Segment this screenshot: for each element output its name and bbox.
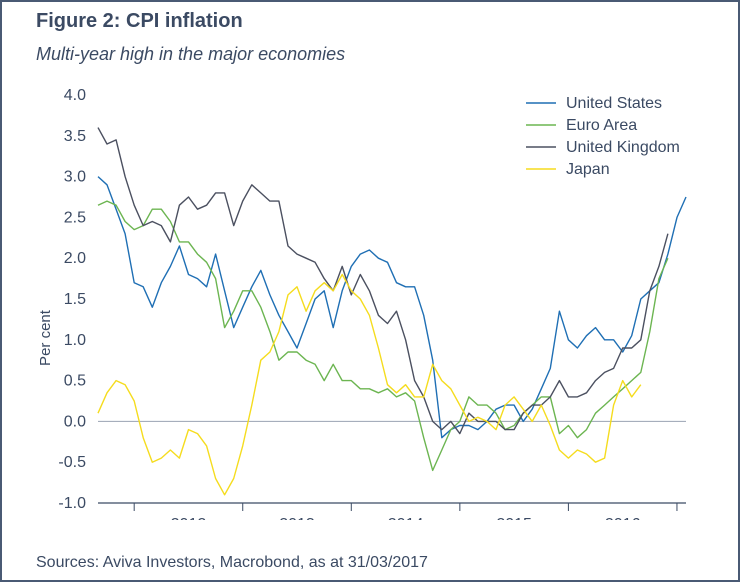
cpi-line-chart: Per cent 4.0 3.5 3.0 2.5 2.0 1.5 1.0 0.5 0.0 -0.5… — [37, 87, 687, 520]
y-tick-label: 2.0 — [64, 250, 86, 267]
chart-subtitle: Multi-year high in the major economies — [36, 44, 346, 64]
legend: United States Euro Area United Kingdom Japa… — [526, 95, 680, 178]
y-tick-label: -0.5 — [58, 454, 86, 471]
x-axis-ticks: 2012 2013 2014 2015 2016 — [133, 503, 678, 520]
series-line-united-kingdom — [97, 127, 669, 435]
legend-label: United Kingdom — [566, 139, 680, 156]
legend-label: Japan — [566, 161, 610, 178]
series-lines — [97, 127, 687, 496]
chart-sources: Sources: Aviva Investors, Macrobond, as … — [36, 554, 428, 571]
x-tick-label: 2014 — [388, 516, 424, 520]
series-line-united-states — [97, 176, 687, 439]
x-tick-label: 2013 — [279, 516, 315, 520]
x-tick-label: 2016 — [605, 516, 641, 520]
y-tick-label: 2.5 — [64, 209, 86, 226]
series-line-japan — [97, 273, 642, 496]
legend-label: Euro Area — [566, 117, 637, 134]
y-tick-label: -1.0 — [58, 495, 86, 512]
y-tick-label: 3.0 — [64, 169, 86, 186]
y-axis-ticks: 4.0 3.5 3.0 2.5 2.0 1.5 1.0 0.5 0.0 -0.5 -1.0 — [58, 87, 86, 512]
y-axis-label: Per cent — [37, 309, 54, 366]
x-tick-label: 2015 — [496, 516, 532, 520]
y-tick-label: 0.0 — [64, 413, 86, 430]
chart-title: Figure 2: CPI inflation — [36, 10, 243, 32]
y-tick-label: 3.5 — [64, 128, 86, 145]
x-tick-label: 2012 — [171, 516, 207, 520]
y-tick-label: 1.0 — [64, 332, 86, 349]
y-tick-label: 0.5 — [64, 373, 86, 390]
legend-label: United States — [566, 95, 662, 112]
y-tick-label: 1.5 — [64, 291, 86, 308]
y-tick-label: 4.0 — [64, 87, 86, 104]
series-line-euro-area — [97, 200, 669, 472]
